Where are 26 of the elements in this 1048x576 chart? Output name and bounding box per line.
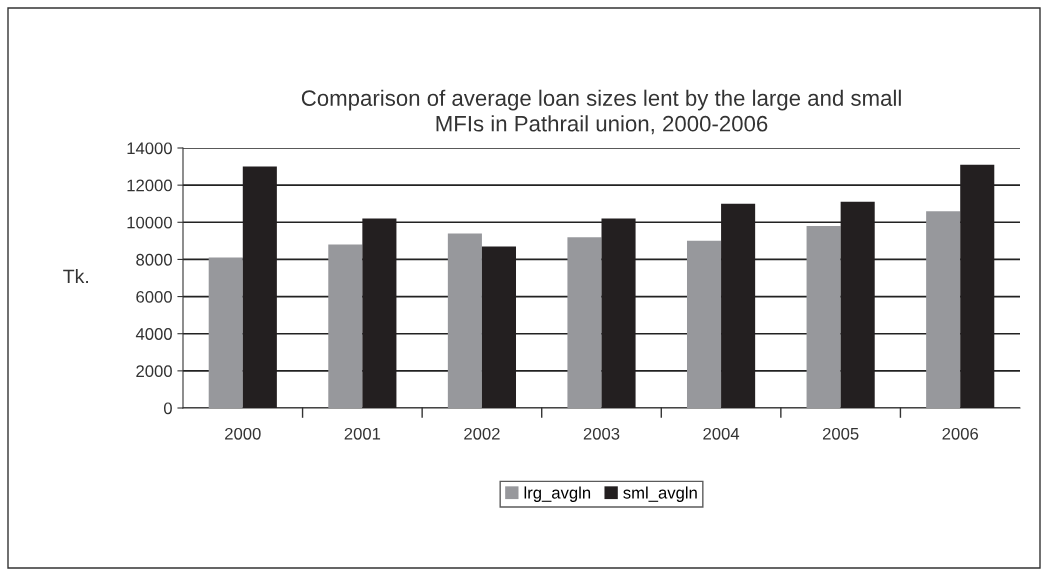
x-tick-label: 2005 [822, 427, 859, 440]
x-tick-label: 2001 [344, 427, 381, 440]
y-tick-label: 2000 [136, 365, 172, 378]
bar [926, 211, 961, 408]
bar [447, 233, 482, 408]
chart-title: Comparison of average loan sizes lent by the large and small MFIs in Pathrail union, 2000-2006 [301, 89, 901, 135]
bar [567, 237, 602, 408]
y-tick-label: 8000 [136, 253, 172, 266]
x-tick-label: 2003 [583, 427, 620, 440]
y-axis-title: Tk. [63, 268, 88, 284]
x-tick-label: 2004 [703, 427, 740, 440]
legend-label: sml_avgln [623, 486, 697, 502]
bar [806, 226, 841, 408]
bar [208, 257, 243, 408]
bar [686, 240, 722, 408]
y-tick-label: 6000 [136, 290, 172, 303]
x-tick-label: 2006 [942, 427, 979, 440]
bar [328, 244, 363, 408]
x-tick-label: 2002 [464, 427, 500, 440]
y-tick-label: 4000 [135, 328, 172, 340]
y-tick-label: 10000 [127, 216, 172, 229]
y-tick-label: 0 [163, 402, 172, 415]
y-tick-label: 14000 [127, 142, 172, 155]
legend-label: lrg_avgln [524, 486, 591, 502]
x-tick-label: 2000 [225, 427, 261, 440]
y-tick-label: 12000 [127, 179, 172, 192]
